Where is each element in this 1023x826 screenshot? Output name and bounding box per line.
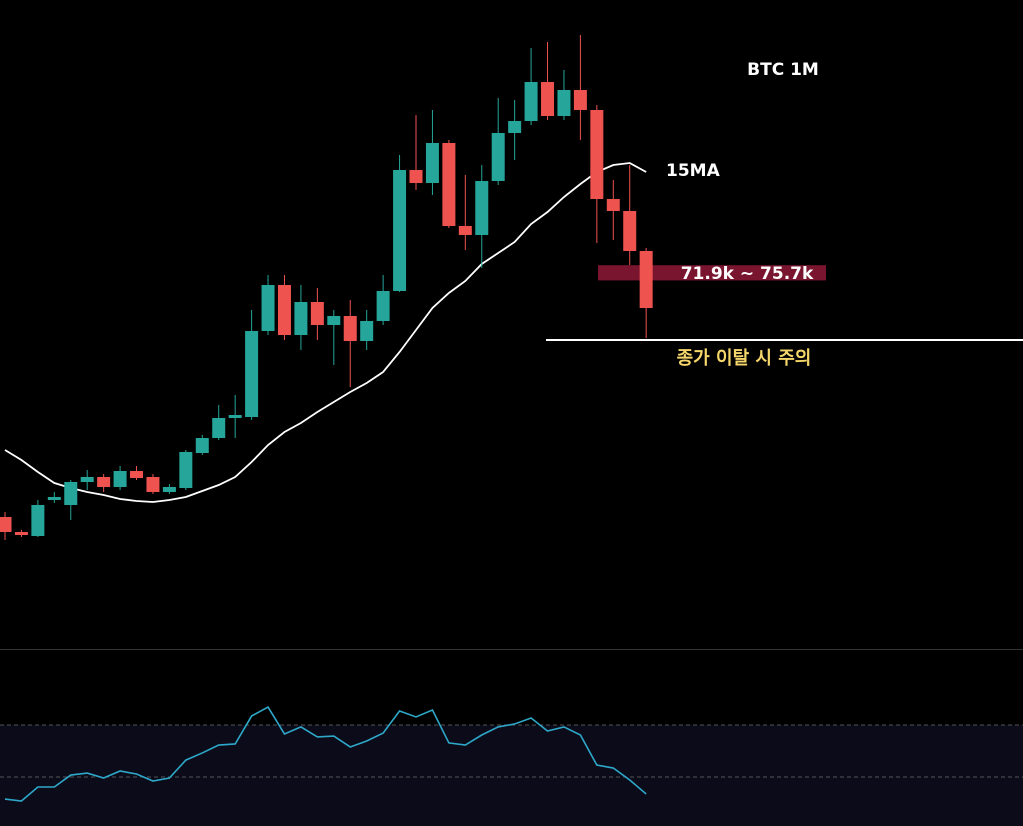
candle-body [294,302,308,335]
candle-body [590,110,604,199]
candle-body [195,438,209,453]
candle-body [228,415,242,418]
candle-body [343,316,357,341]
candle-body [442,143,456,226]
candle-body [64,482,78,505]
candle-body [277,285,291,335]
candle-body [623,211,637,251]
candle-body [261,285,275,331]
candle-body [606,199,620,211]
candle-body [179,452,193,488]
zone-label: 71.9k ~ 75.7k [681,264,814,284]
rsi-band [0,725,1023,826]
candle-body [212,418,226,438]
candle-body [31,505,45,536]
rsi-line [4,705,647,802]
candle-body [639,251,653,308]
ma-line [4,162,647,503]
candle-body [475,181,489,235]
candle-body [0,517,12,532]
candle-body [376,291,390,321]
candle-body [245,331,259,417]
level-label: 종가 이탈 시 주의 [677,348,812,369]
candle-body [80,477,94,482]
candle-body [162,487,176,492]
candle-body [113,471,127,487]
candle-body [327,316,341,325]
candle-body [491,133,505,181]
candle-body [508,121,522,133]
candle-body [97,477,111,487]
candle-body [360,321,374,341]
candle-body [130,471,144,478]
candle-body [14,532,28,535]
candle-body [541,82,555,116]
price-zone [598,265,826,281]
candle-body [393,170,407,291]
candle-body [47,497,61,500]
candle-body [557,90,571,116]
candle-body [409,170,423,183]
ma-label: 15MA [666,161,721,181]
candle-body [310,302,324,325]
candle-body [573,90,587,110]
candle-body [458,226,472,235]
chart-title: BTC 1M [747,60,819,80]
candle-body [524,82,538,121]
candle-body [425,143,439,183]
candle-body [146,477,160,492]
